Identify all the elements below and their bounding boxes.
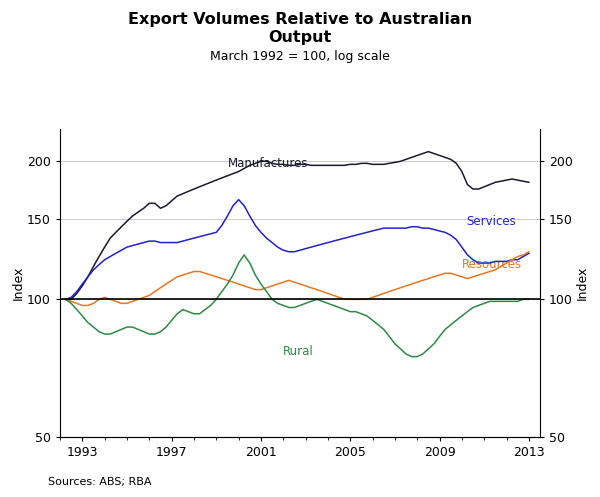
Text: Resources: Resources (462, 258, 522, 271)
Y-axis label: Index: Index (11, 266, 25, 301)
Text: Output: Output (268, 30, 332, 45)
Y-axis label: Index: Index (575, 266, 589, 301)
Text: Sources: ABS; RBA: Sources: ABS; RBA (48, 477, 151, 487)
Text: Rural: Rural (283, 345, 314, 358)
Text: Services: Services (466, 215, 516, 228)
Text: Manufactures: Manufactures (227, 157, 308, 170)
Text: Export Volumes Relative to Australian: Export Volumes Relative to Australian (128, 12, 472, 27)
Text: March 1992 = 100, log scale: March 1992 = 100, log scale (210, 50, 390, 63)
